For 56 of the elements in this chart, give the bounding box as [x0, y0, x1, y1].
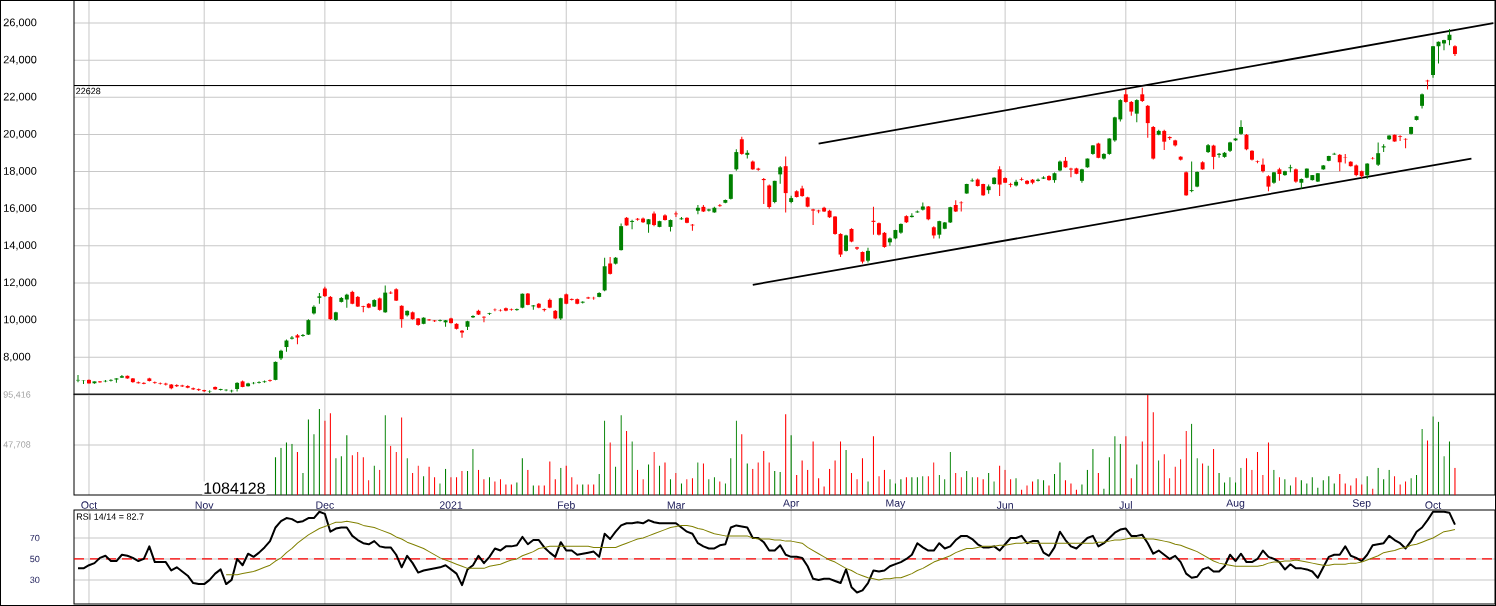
candlestick	[1376, 141, 1381, 167]
x-tick-label: May	[886, 499, 906, 509]
x-tick-label: Mar	[667, 501, 685, 509]
x-tick-label: Oct	[81, 501, 98, 509]
candlestick	[383, 284, 388, 314]
candlestick	[514, 308, 519, 312]
candlestick	[833, 215, 838, 236]
candlestick	[460, 329, 464, 339]
x-tick-label: Aug	[1226, 499, 1245, 509]
candlestick	[1036, 178, 1041, 183]
candlestick	[695, 204, 700, 215]
candlestick	[1134, 98, 1139, 123]
candlestick	[1217, 152, 1222, 159]
candlestick	[887, 236, 892, 247]
annotation: RSI 14/14 = 82.7	[76, 513, 144, 520]
candlestick	[438, 319, 443, 323]
x-tick-label: 2021	[439, 501, 463, 509]
candlestick	[399, 304, 404, 329]
x-tick-label: Jun	[996, 501, 1013, 509]
y-tick-label: 47,708	[3, 441, 31, 449]
candlestick	[257, 380, 262, 385]
y-tick-label: 70	[30, 534, 40, 542]
x-tick-label: Dec	[316, 501, 334, 509]
candlestick	[1184, 171, 1189, 197]
candlestick	[1189, 161, 1194, 193]
candlestick	[761, 177, 766, 205]
x-tick-label: Feb	[558, 501, 575, 509]
candlestick	[289, 335, 294, 341]
candlestick	[328, 295, 333, 321]
x-tick-label: Apr	[783, 499, 800, 509]
x-tick-label: Jul	[1119, 501, 1132, 509]
candlestick	[300, 333, 305, 338]
candlestick	[1025, 179, 1030, 186]
candlestick	[630, 219, 635, 230]
y-tick-label: 30	[30, 576, 40, 584]
candlestick	[838, 232, 843, 258]
annotation: 1084128	[204, 482, 265, 494]
x-tick-label: Nov	[195, 501, 214, 509]
candlestick	[734, 148, 739, 172]
candlestick	[739, 136, 744, 156]
candlestick	[1211, 144, 1216, 170]
candlestick	[481, 315, 486, 323]
x-tick-label: Oct	[1425, 501, 1442, 509]
candlestick	[1260, 158, 1265, 173]
candlestick	[1145, 104, 1150, 139]
candlestick	[1239, 119, 1243, 136]
candlestick	[268, 379, 272, 383]
candlestick	[619, 223, 624, 251]
candlestick	[1442, 39, 1446, 51]
candlestick	[767, 184, 772, 210]
candlestick	[871, 206, 876, 236]
candlestick	[1162, 129, 1167, 151]
y-tick-label: 95,416	[3, 391, 31, 399]
candlestick	[811, 208, 816, 226]
x-tick-label: Sep	[1352, 499, 1371, 509]
y-tick-label: 50	[30, 555, 40, 563]
